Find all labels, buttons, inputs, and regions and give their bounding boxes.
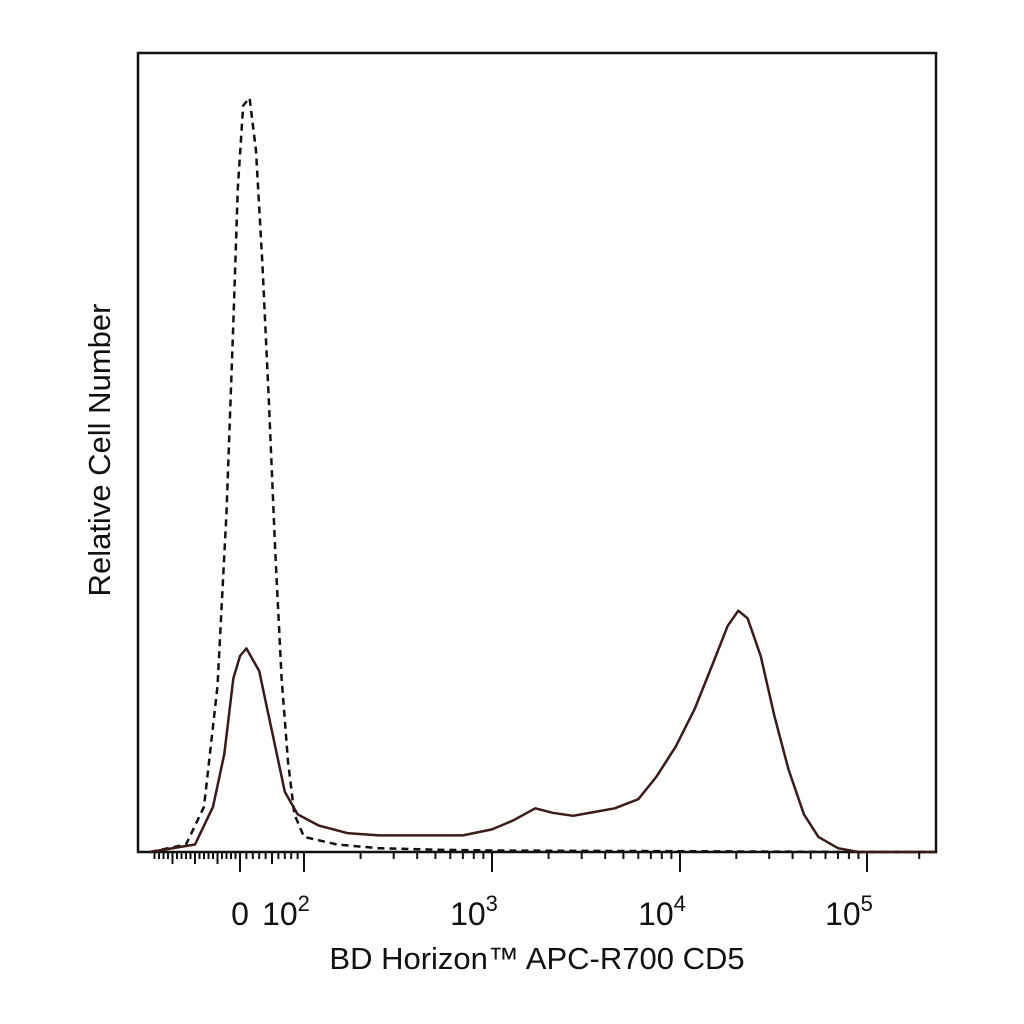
series-layer <box>149 96 936 854</box>
x-tick-label-exponent: 4 <box>674 891 686 916</box>
x-tick-label-exponent: 5 <box>861 891 873 916</box>
x-axis-title: BD Horizon™ APC-R700 CD5 <box>329 941 744 976</box>
x-tick-label: 0 <box>231 896 249 932</box>
x-tick-label: 103 <box>450 891 498 932</box>
x-axis-tick-labels: 0 102 103 104 105 <box>231 891 873 932</box>
x-tick-label: 105 <box>825 891 873 932</box>
x-tick-label-exponent: 3 <box>486 891 498 916</box>
x-axis-ticks <box>153 852 921 872</box>
plot-frame <box>136 51 938 854</box>
y-axis-title: Relative Cell Number <box>82 304 117 597</box>
x-tick-label-exponent: 2 <box>298 891 310 916</box>
x-tick-label: 102 <box>262 891 310 932</box>
isotype-control-histogram-line <box>149 96 936 854</box>
x-tick-label: 104 <box>638 891 686 932</box>
stained-histogram-line <box>149 609 936 854</box>
